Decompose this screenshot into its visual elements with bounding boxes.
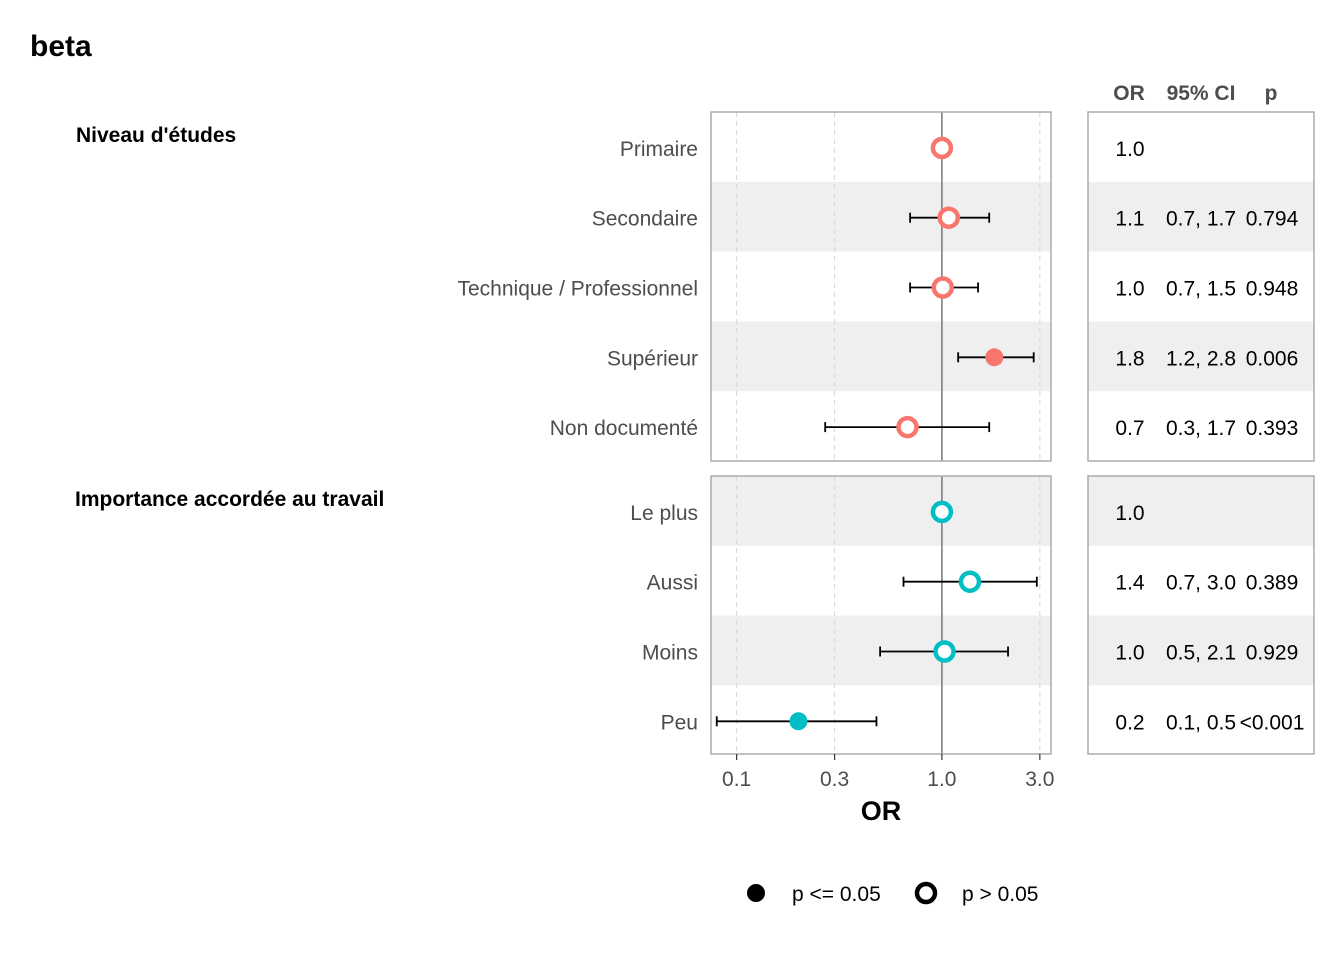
row-label: Non documenté: [550, 417, 698, 440]
table-or-value: 1.0: [1115, 502, 1144, 525]
or-point: [933, 640, 956, 663]
legend-label: p <= 0.05: [792, 883, 881, 906]
table-ci-value: 0.7, 1.5: [1166, 278, 1236, 301]
row-stripe: [1088, 615, 1314, 686]
row-label: Primaire: [620, 138, 698, 161]
row-label: Secondaire: [592, 208, 698, 231]
plot-panel-border: [710, 111, 1052, 462]
row-label: Supérieur: [607, 347, 698, 370]
table-header-or: OR: [1113, 82, 1145, 105]
legend-label: p > 0.05: [962, 883, 1038, 906]
table-p-value: 0.389: [1246, 572, 1299, 595]
table-ci-value: 0.7, 1.7: [1166, 208, 1236, 231]
table-p-value: 0.006: [1246, 347, 1299, 370]
row-stripe: [1088, 181, 1314, 252]
group-label: Niveau d'études: [76, 124, 236, 147]
table-p-value: 0.794: [1246, 208, 1299, 231]
x-tick-label: 1.0: [927, 768, 956, 791]
table-or-value: 1.0: [1115, 138, 1144, 161]
row-stripe: [1088, 321, 1314, 392]
or-point: [789, 712, 808, 731]
legend-filled-circle: [747, 884, 765, 902]
row-label: Peu: [661, 711, 698, 734]
table-panel-border: [1087, 111, 1315, 462]
or-point: [937, 206, 961, 229]
table-p-value: 0.948: [1246, 278, 1299, 301]
table-ci-value: 0.1, 0.5: [1166, 711, 1236, 734]
row-stripe: [711, 476, 1051, 546]
table-or-value: 1.4: [1115, 572, 1145, 595]
row-label: Moins: [642, 642, 698, 665]
table-or-value: 0.7: [1115, 417, 1144, 440]
or-point: [931, 276, 955, 299]
row-label: Aussi: [647, 572, 698, 595]
table-ci-value: 0.7, 3.0: [1166, 572, 1236, 595]
table-header-p: p: [1265, 82, 1278, 105]
row-stripe: [711, 181, 1051, 252]
table-or-value: 0.2: [1115, 711, 1144, 734]
table-p-value: <0.001: [1240, 711, 1305, 734]
legend-open-circle: [914, 881, 938, 905]
or-point: [930, 136, 954, 160]
table-or-value: 1.8: [1115, 347, 1144, 370]
x-axis-title: OR: [861, 796, 902, 826]
table-header-ci: 95% CI: [1167, 82, 1236, 105]
table-or-value: 1.0: [1115, 278, 1144, 301]
row-label: Technique / Professionnel: [458, 278, 699, 301]
table-panel-border: [1087, 475, 1315, 755]
or-point: [958, 570, 982, 593]
row-label: Le plus: [630, 502, 698, 525]
table-ci-value: 1.2, 2.8: [1166, 347, 1236, 370]
table-or-value: 1.0: [1115, 642, 1144, 665]
table-or-value: 1.1: [1115, 208, 1144, 231]
chart-title: beta: [30, 30, 92, 63]
group-label: Importance accordée au travail: [75, 488, 384, 511]
table-ci-value: 0.3, 1.7: [1166, 417, 1236, 440]
x-tick-label: 0.3: [820, 768, 849, 791]
x-tick-label: 0.1: [722, 768, 751, 791]
row-stripe: [1088, 476, 1314, 546]
table-ci-value: 0.5, 2.1: [1166, 642, 1236, 665]
table-p-value: 0.929: [1246, 642, 1299, 665]
or-point: [985, 348, 1004, 367]
or-point: [896, 415, 919, 439]
or-point: [930, 500, 954, 524]
plot-panel-border: [710, 475, 1052, 755]
x-tick-label: 3.0: [1025, 768, 1054, 791]
table-p-value: 0.393: [1246, 417, 1299, 440]
